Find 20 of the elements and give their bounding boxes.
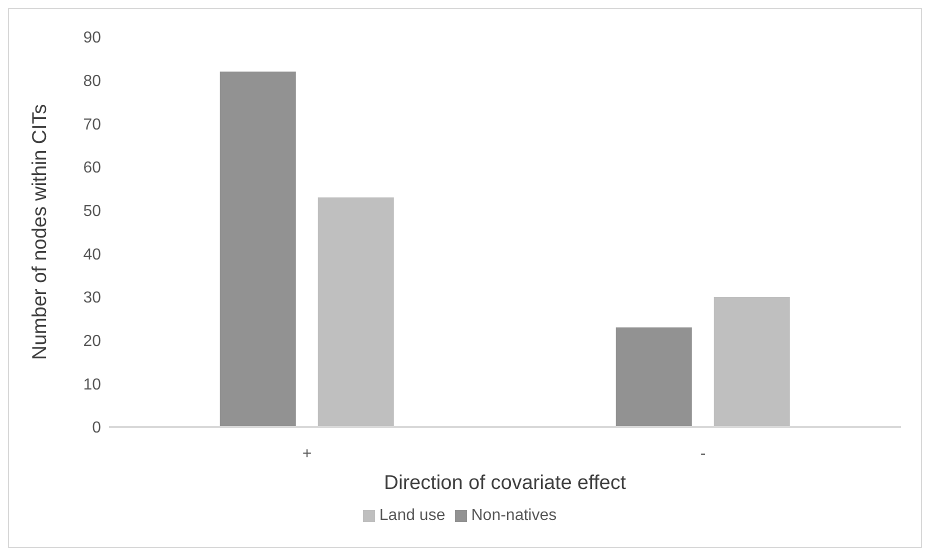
- legend-label: Land use: [379, 507, 446, 524]
- y-tick-label: 70: [83, 116, 102, 134]
- x-tick-label: +: [302, 445, 312, 462]
- y-tick-label: 50: [83, 203, 102, 220]
- y-tick-label: 20: [83, 333, 102, 350]
- y-tick-label: 10: [83, 376, 102, 394]
- bar: [318, 197, 394, 427]
- y-tick-label: 30: [83, 290, 102, 307]
- y-tick-label: 0: [92, 420, 102, 437]
- y-tick-label: 90: [83, 30, 102, 47]
- x-axis-title: Direction of covariate effect: [384, 472, 626, 494]
- y-tick-label: 40: [83, 246, 102, 264]
- y-axis-title: Number of nodes within CITs: [29, 104, 52, 360]
- bar: [220, 72, 296, 427]
- bar: [616, 327, 692, 427]
- y-tick-label: 60: [83, 160, 102, 177]
- y-tick-label: 80: [83, 73, 102, 90]
- bar: [714, 297, 790, 427]
- x-tick-label: -: [700, 445, 706, 462]
- legend-label: Non-natives: [471, 507, 557, 524]
